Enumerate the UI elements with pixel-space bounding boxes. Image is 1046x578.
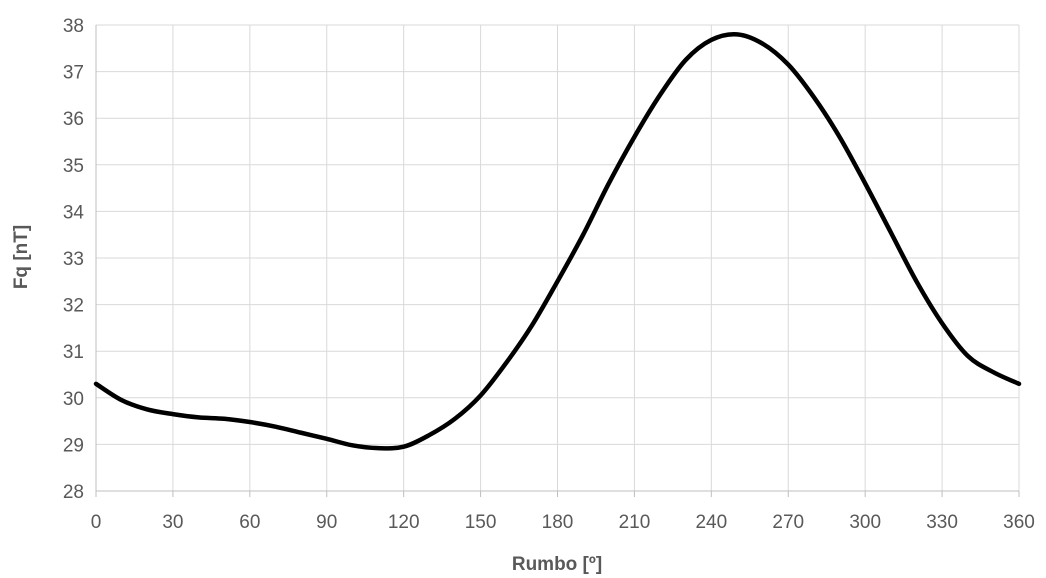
- x-tick-label: 270: [772, 512, 804, 533]
- y-tick-label: 34: [63, 202, 85, 223]
- y-tick-label: 33: [63, 249, 84, 270]
- x-tick-label: 60: [239, 512, 260, 533]
- x-tick-label: 120: [388, 512, 420, 533]
- y-tick-label: 29: [63, 435, 84, 456]
- y-tick-label: 36: [63, 109, 84, 130]
- x-tick-label: 240: [695, 512, 727, 533]
- y-axis-title: Fq [nT]: [11, 225, 32, 289]
- axes: [95, 25, 1020, 497]
- y-tick-label: 30: [63, 389, 84, 410]
- series-lines: [93, 31, 1022, 451]
- x-tick-label: 150: [465, 512, 497, 533]
- y-tick-label: 37: [63, 63, 84, 84]
- y-tick-label: 38: [63, 16, 84, 37]
- x-tick-label: 180: [542, 512, 574, 533]
- gridlines: [96, 24, 1020, 491]
- y-tick-labels: 28 29 30 31 32 33 34 35 36 37 38: [63, 16, 85, 503]
- x-axis-title: Rumbo [º]: [512, 554, 602, 575]
- y-tick-label: 28: [63, 482, 84, 503]
- y-tick-label: 35: [63, 156, 84, 177]
- series-line: [93, 31, 1022, 451]
- x-tick-label: 90: [316, 512, 337, 533]
- x-tick-label: 330: [926, 512, 958, 533]
- x-tick-label: 0: [91, 512, 102, 533]
- x-tick-label: 300: [849, 512, 881, 533]
- x-tick-label: 30: [162, 512, 183, 533]
- x-tick-label: 360: [1003, 512, 1035, 533]
- y-tick-label: 32: [63, 296, 84, 317]
- y-tick-label: 31: [63, 342, 84, 363]
- x-tick-labels: 0 30 60 90 120 150 180 210 240 270 300 330 360: [91, 512, 1035, 533]
- x-tick-label: 210: [619, 512, 651, 533]
